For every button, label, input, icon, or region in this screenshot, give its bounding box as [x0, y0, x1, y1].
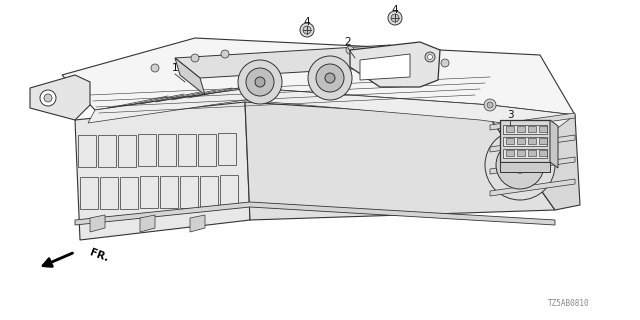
- Polygon shape: [517, 126, 525, 132]
- Polygon shape: [503, 149, 547, 158]
- Polygon shape: [118, 134, 136, 166]
- Polygon shape: [218, 133, 236, 165]
- Polygon shape: [198, 133, 216, 165]
- Polygon shape: [390, 45, 425, 82]
- Circle shape: [346, 46, 354, 54]
- Circle shape: [255, 77, 265, 87]
- Text: 1: 1: [172, 63, 179, 73]
- Polygon shape: [500, 120, 550, 162]
- Polygon shape: [120, 177, 138, 209]
- Polygon shape: [503, 125, 547, 134]
- Polygon shape: [140, 215, 155, 232]
- Circle shape: [303, 26, 311, 34]
- Circle shape: [238, 60, 282, 104]
- Polygon shape: [75, 102, 250, 240]
- Text: TZ5AB0810: TZ5AB0810: [548, 299, 590, 308]
- Text: 3: 3: [507, 110, 513, 120]
- Text: 4: 4: [304, 17, 310, 27]
- Text: 4: 4: [392, 5, 398, 15]
- Circle shape: [512, 157, 528, 173]
- Circle shape: [487, 102, 493, 108]
- Polygon shape: [490, 157, 575, 174]
- Polygon shape: [350, 42, 440, 87]
- Polygon shape: [506, 126, 514, 132]
- Polygon shape: [220, 175, 238, 207]
- Polygon shape: [190, 215, 205, 232]
- Polygon shape: [175, 58, 205, 95]
- Polygon shape: [200, 175, 218, 207]
- Polygon shape: [140, 176, 158, 208]
- Circle shape: [246, 68, 274, 96]
- Polygon shape: [100, 177, 118, 209]
- Polygon shape: [539, 126, 547, 132]
- Polygon shape: [360, 54, 410, 80]
- Polygon shape: [160, 176, 178, 208]
- Circle shape: [40, 90, 56, 106]
- Circle shape: [151, 64, 159, 72]
- Polygon shape: [78, 135, 96, 167]
- Polygon shape: [503, 137, 547, 146]
- Polygon shape: [138, 134, 156, 166]
- Text: FR.: FR.: [88, 247, 109, 263]
- Polygon shape: [528, 126, 536, 132]
- Polygon shape: [539, 138, 547, 144]
- Polygon shape: [98, 135, 116, 167]
- Polygon shape: [490, 135, 575, 152]
- Polygon shape: [175, 45, 420, 78]
- Circle shape: [376, 49, 384, 57]
- Circle shape: [316, 64, 344, 92]
- Polygon shape: [80, 177, 98, 209]
- Polygon shape: [490, 113, 575, 130]
- Polygon shape: [490, 179, 575, 196]
- Circle shape: [428, 54, 433, 60]
- Circle shape: [391, 14, 399, 22]
- Circle shape: [325, 73, 335, 83]
- Polygon shape: [245, 102, 555, 220]
- Circle shape: [388, 11, 402, 25]
- Polygon shape: [517, 138, 525, 144]
- Polygon shape: [180, 176, 198, 208]
- Circle shape: [425, 52, 435, 62]
- Circle shape: [191, 54, 199, 62]
- Polygon shape: [158, 134, 176, 166]
- Circle shape: [484, 99, 496, 111]
- Circle shape: [308, 56, 352, 100]
- Polygon shape: [88, 88, 575, 130]
- Polygon shape: [539, 150, 547, 156]
- Polygon shape: [30, 75, 90, 120]
- Polygon shape: [62, 38, 575, 115]
- Polygon shape: [517, 150, 525, 156]
- Polygon shape: [506, 138, 514, 144]
- Polygon shape: [490, 115, 580, 210]
- Polygon shape: [506, 150, 514, 156]
- Circle shape: [441, 59, 449, 67]
- Polygon shape: [90, 215, 105, 232]
- Polygon shape: [500, 162, 550, 172]
- Circle shape: [221, 50, 229, 58]
- Polygon shape: [75, 202, 555, 225]
- Circle shape: [496, 141, 544, 189]
- Polygon shape: [550, 120, 558, 168]
- Circle shape: [300, 23, 314, 37]
- Polygon shape: [528, 138, 536, 144]
- Polygon shape: [178, 134, 196, 166]
- Circle shape: [44, 94, 52, 102]
- Text: 2: 2: [345, 37, 351, 47]
- Polygon shape: [528, 150, 536, 156]
- Circle shape: [485, 130, 555, 200]
